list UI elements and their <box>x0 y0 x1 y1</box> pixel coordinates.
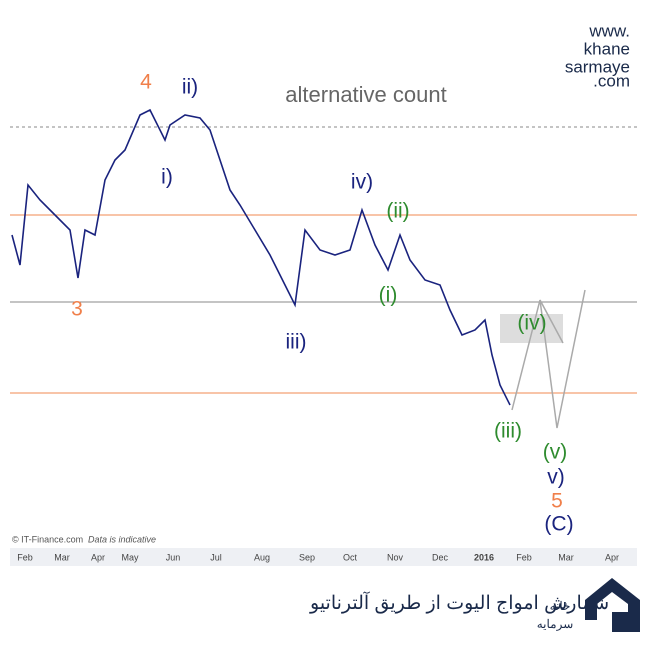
month-label: Apr <box>91 552 105 562</box>
month-label: Sep <box>299 552 315 562</box>
watermark-line: khane <box>584 39 630 58</box>
month-label: Oct <box>343 552 358 562</box>
month-label: May <box>121 552 139 562</box>
wave-label: 3 <box>71 298 83 321</box>
projection-path <box>511 289 586 429</box>
month-label: Mar <box>558 552 574 562</box>
wave-label: (v) <box>543 441 568 464</box>
month-label: 2016 <box>474 552 494 562</box>
wave-label: v) <box>547 466 565 489</box>
wave-label: 4 <box>140 71 152 94</box>
month-label: Feb <box>17 552 33 562</box>
month-label: Jun <box>166 552 181 562</box>
month-label: Dec <box>432 552 449 562</box>
projection-path <box>539 299 564 344</box>
watermark-line: sarmaye <box>565 57 630 76</box>
month-label: Feb <box>516 552 532 562</box>
month-labels: Feb Mar Apr May Jun Jul Aug Sep Oct Nov Dec 2016 Feb… <box>17 552 619 562</box>
wave-label: (iv) <box>517 312 546 335</box>
chart-title: alternative count <box>285 82 446 107</box>
month-label: Mar <box>54 552 70 562</box>
watermark-line: .com <box>593 71 630 90</box>
wave-label: (ii) <box>386 200 409 223</box>
target-box <box>500 314 563 343</box>
wave-label: (i) <box>379 284 398 307</box>
logo-text: سرمایه <box>537 617 574 631</box>
caption: شمارش امواج الیوت از طریق آلترناتیو <box>309 591 609 614</box>
wave-labels: 4 ii) i) iv) (ii) 3 iii) (i) (iv) (iii) (v)v)5(C) <box>71 71 573 536</box>
price-series <box>11 108 511 406</box>
month-label: Jul <box>210 552 222 562</box>
wave-label: i) <box>161 166 173 189</box>
wave-label: iv) <box>351 171 373 194</box>
month-label: Nov <box>387 552 404 562</box>
watermark: www. khane sarmaye .com <box>565 21 630 90</box>
wave-label: iii) <box>286 331 307 354</box>
logo-text: خانه <box>550 599 571 613</box>
wave-label: ii) <box>182 76 198 99</box>
wave-label: 5 <box>551 490 563 513</box>
month-label: Apr <box>605 552 619 562</box>
month-label: Aug <box>254 552 270 562</box>
source: © IT-Finance.com <box>12 534 83 544</box>
wave-label: (iii) <box>494 420 522 443</box>
watermark-line: www. <box>588 21 630 40</box>
x-axis <box>10 548 637 566</box>
logo-icon <box>585 578 640 632</box>
wave-label: (C) <box>544 513 573 536</box>
note: Data is indicative <box>88 534 156 544</box>
logo: خانه سرمایه <box>537 578 640 632</box>
